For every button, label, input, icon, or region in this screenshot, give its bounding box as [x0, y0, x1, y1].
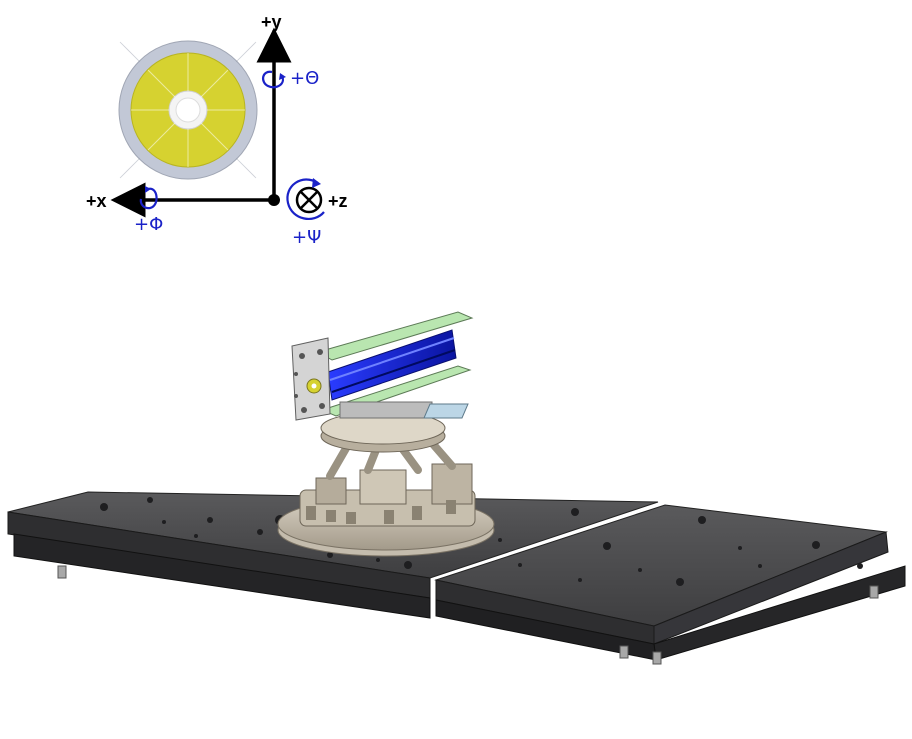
coordinate-diagram: +y +x +Θ +Φ +z +Ψ: [86, 12, 348, 248]
psi-label: +Ψ: [292, 227, 321, 248]
optical-table-render: [7, 311, 906, 665]
z-axis-label: +z: [328, 191, 348, 211]
origin-dot: [268, 194, 280, 206]
optic-mount-assembly: [291, 311, 474, 421]
y-axis-label: +y: [261, 12, 282, 32]
theta-label: +Θ: [290, 68, 319, 89]
phi-rotation-icon: [139, 187, 158, 210]
psi-rotation-icon: [286, 178, 325, 221]
theta-rotation-icon: [262, 70, 284, 89]
phi-label: +Φ: [134, 214, 163, 235]
optic-disk-icon: [118, 40, 258, 180]
hexapod-stage: [277, 411, 495, 557]
z-axis-into-page-icon: [295, 186, 323, 214]
right-table-plate: [434, 504, 906, 665]
x-axis-label: +x: [86, 191, 107, 211]
